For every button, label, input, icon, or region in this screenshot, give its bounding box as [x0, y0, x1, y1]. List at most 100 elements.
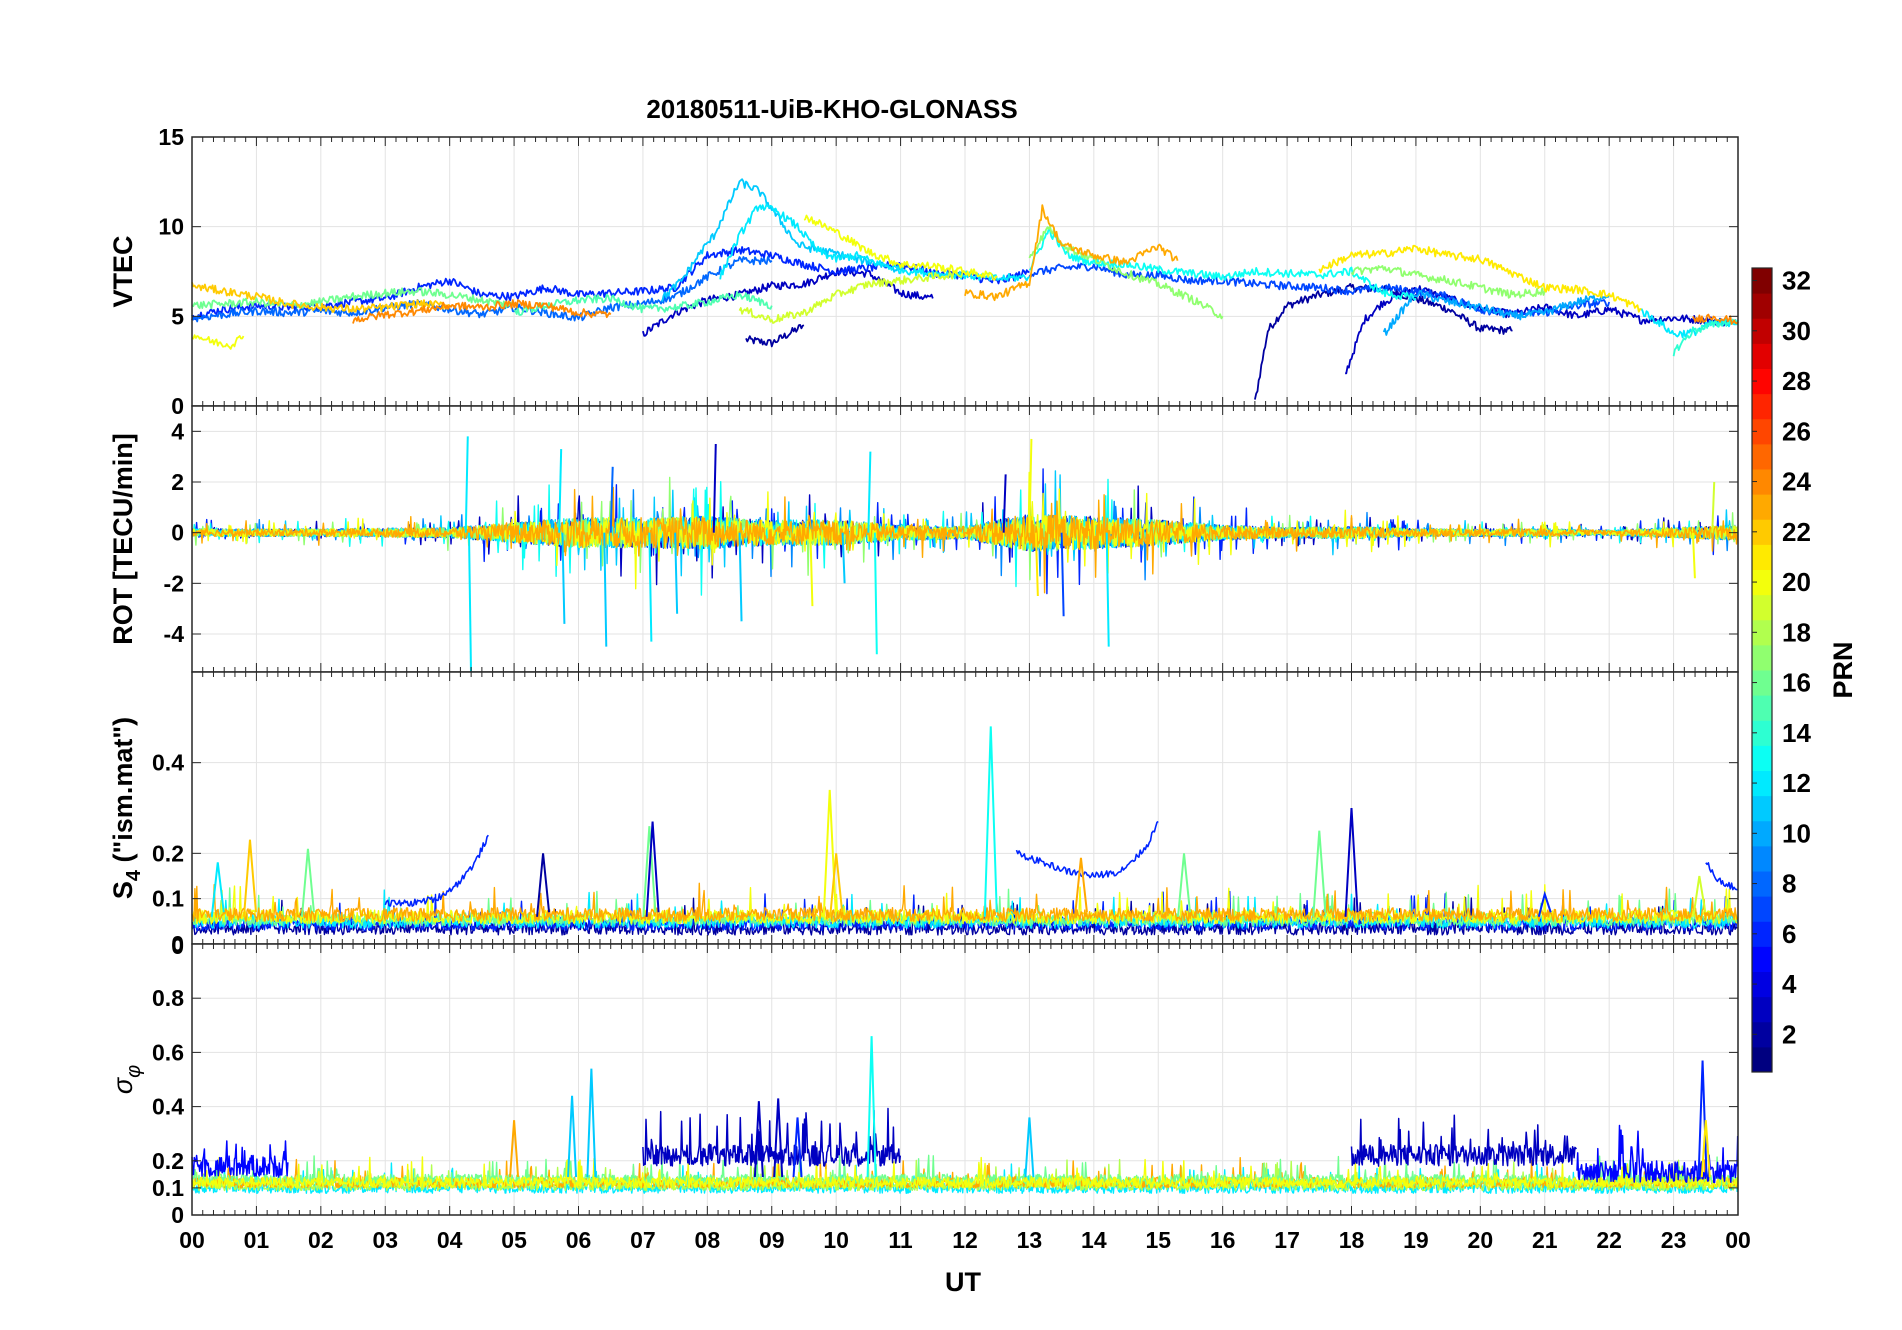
vtec-series-prn-23 — [964, 204, 1179, 302]
colorbar-cell-10 — [1752, 820, 1772, 847]
sigma-spike — [773, 1098, 784, 1178]
colorbar-cell-15 — [1752, 695, 1772, 721]
sigma-spike — [1700, 1120, 1711, 1178]
x-axis-tick-labels: 00 01 02 03 04 05 06 07 08 09 10 11 12 13 14 15 16 17 18 19… — [179, 1227, 1751, 1253]
sigma-spike — [792, 1117, 803, 1178]
rot-spike — [738, 532, 743, 622]
x-tick-label: 04 — [437, 1227, 463, 1253]
s4-spike — [1312, 830, 1327, 917]
rot-spike — [809, 532, 814, 607]
panel-3-ytick-label: 0.2 — [152, 1148, 184, 1174]
rot-spike — [1691, 532, 1696, 579]
rot-spike — [648, 532, 653, 642]
colorbar-cell-12 — [1752, 770, 1772, 797]
colorbar-cell-8 — [1752, 871, 1772, 897]
rot-spike — [561, 532, 566, 624]
s4-arc-prn-6 — [1705, 862, 1738, 891]
panel-3-ytick-label: 0.8 — [152, 985, 184, 1011]
panel-2-ytick-label: 0 — [171, 931, 184, 957]
colorbar-frame — [1751, 267, 1773, 1073]
s4-arc-prn-6 — [1015, 820, 1159, 879]
vtec-series-prn-16 — [191, 287, 515, 310]
rot-spike — [464, 436, 469, 533]
colorbar-tick-label: 8 — [1782, 869, 1796, 899]
colorbar-cell-11 — [1752, 795, 1772, 822]
panel-3-ytick-label: 0 — [171, 1202, 184, 1228]
colorbar-cell-21 — [1752, 544, 1772, 570]
s4-spike — [1537, 890, 1552, 918]
s4-spike — [300, 848, 315, 917]
panel-2-ytick-label: 0 — [171, 933, 184, 959]
x-tick-label: 11 — [888, 1227, 913, 1253]
colorbar-cell-27 — [1752, 393, 1772, 420]
s4-spike — [829, 853, 844, 917]
sigma-spike — [1024, 1117, 1035, 1178]
x-tick-label: 17 — [1274, 1227, 1300, 1253]
rot-spike — [558, 449, 563, 533]
vtec-series-prn-20 — [803, 214, 998, 281]
colorbar-cell-20 — [1752, 569, 1772, 596]
x-tick-label: 00 — [179, 1227, 205, 1253]
vtec-series-prn-12 — [1640, 308, 1739, 339]
sigma-spike — [509, 1120, 520, 1178]
colorbar-cell-7 — [1752, 896, 1772, 922]
colorbar-cell-31 — [1752, 293, 1772, 319]
x-tick-label: 21 — [1532, 1227, 1558, 1253]
colorbar-label: PRN — [1828, 641, 1858, 698]
rot-series-prn-23 — [191, 486, 1738, 594]
x-tick-label: 08 — [695, 1227, 721, 1253]
panel-1-ytick-label: 0 — [171, 520, 184, 546]
colorbar-tick-label: 12 — [1782, 768, 1811, 798]
panel-3-ytick-label: 0.6 — [152, 1039, 184, 1065]
colorbar-cell-25 — [1752, 443, 1772, 470]
panel-0-ytick-label: 15 — [158, 124, 184, 150]
rot-spike — [1060, 532, 1065, 617]
panel-3-ytick-label: 0.4 — [152, 1094, 184, 1120]
rot-spike — [1002, 474, 1007, 533]
vtec-series-prn-14 — [1672, 318, 1739, 357]
s4-spike — [536, 853, 551, 917]
sigma-spike — [586, 1068, 597, 1178]
colorbar-cell-30 — [1752, 318, 1772, 344]
panel-0-ytick-label: 5 — [171, 303, 184, 329]
colorbar-tick-label: 6 — [1782, 919, 1796, 949]
vtec-series-prn-24 — [352, 299, 612, 324]
panel-3-ytick-label: 0.1 — [152, 1175, 184, 1201]
s4-spike — [642, 826, 657, 917]
rot-spike — [609, 466, 614, 533]
colorbar-tick-label: 14 — [1782, 718, 1811, 748]
panel-1-ytick-label: 2 — [171, 469, 184, 495]
colorbar-cell-5 — [1752, 946, 1772, 972]
sigma-spike — [866, 1036, 877, 1178]
rot-spike — [1034, 532, 1039, 597]
vtec-series-prn-10 — [1382, 290, 1610, 336]
x-tick-label: 15 — [1145, 1227, 1171, 1253]
x-tick-label: 09 — [759, 1227, 785, 1253]
s4-spike — [1073, 857, 1088, 917]
rot-spike — [467, 532, 472, 673]
colorbar-tick-label: 16 — [1782, 668, 1811, 698]
sigma-phi-panel: 00.10.2 0.4 0.6 0.8 σφ — [108, 943, 1739, 1228]
colorbar-cell-18 — [1752, 619, 1772, 646]
panel-2-ylabel: S4 ("ism.mat") — [108, 717, 145, 899]
s4-spike — [1177, 853, 1192, 917]
vtec-series-prn-24 — [1692, 313, 1739, 325]
colorbar-tick-label: 2 — [1782, 1019, 1796, 1049]
x-tick-label: 19 — [1403, 1227, 1429, 1253]
sigma-spike — [567, 1095, 578, 1178]
rot-spike — [1028, 438, 1033, 533]
colorbar-cell-4 — [1752, 971, 1772, 998]
x-tick-label: 05 — [501, 1227, 527, 1253]
rot-panel: -4 -2 0 2 4 ROT [TECU/min] — [108, 405, 1739, 673]
x-tick-label: 02 — [308, 1227, 334, 1253]
vtec-series-prn-2 — [745, 324, 805, 348]
colorbar-tick-label: 20 — [1782, 567, 1811, 597]
colorbar-tick-label: 4 — [1782, 969, 1797, 999]
x-tick-label: 00 — [1725, 1227, 1751, 1253]
colorbar-cell-32 — [1752, 268, 1772, 294]
sigma-series-prn-20 — [191, 1156, 1738, 1189]
rot-spike — [1711, 481, 1716, 533]
colorbar-tick-label: 18 — [1782, 617, 1811, 647]
vtec-series-prn-22 — [191, 282, 451, 313]
